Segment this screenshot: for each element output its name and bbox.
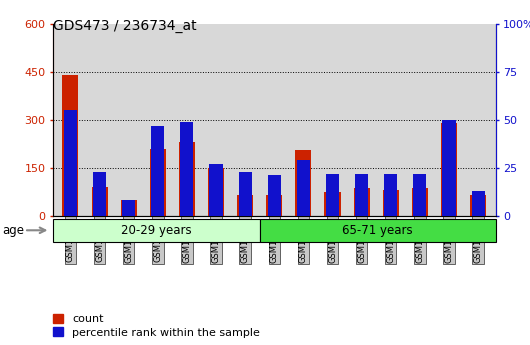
Bar	[295, 150, 312, 216]
Bar	[208, 168, 224, 216]
Bar	[237, 195, 253, 216]
Bar	[260, 219, 496, 242]
Bar	[209, 164, 223, 216]
Bar	[180, 122, 193, 216]
Bar	[324, 192, 340, 216]
Bar	[470, 195, 486, 216]
Bar	[151, 126, 164, 216]
Bar	[238, 171, 252, 216]
Legend: count, percentile rank within the sample: count, percentile rank within the sample	[53, 314, 260, 338]
Bar	[441, 123, 457, 216]
Text: 65-71 years: 65-71 years	[342, 224, 413, 237]
Bar	[354, 188, 369, 216]
Bar	[53, 219, 260, 242]
Bar	[472, 191, 484, 216]
Bar	[266, 195, 282, 216]
Bar	[150, 149, 166, 216]
Bar	[384, 174, 398, 216]
Text: 20-29 years: 20-29 years	[121, 224, 191, 237]
Bar	[179, 142, 195, 216]
Text: GDS473 / 236734_at: GDS473 / 236734_at	[53, 19, 197, 33]
Bar	[355, 174, 368, 216]
Bar	[122, 200, 135, 216]
Bar	[93, 171, 106, 216]
Bar	[268, 175, 281, 216]
Text: age: age	[3, 224, 25, 237]
Bar	[64, 110, 77, 216]
Bar	[63, 75, 78, 216]
Bar	[383, 190, 399, 216]
Bar	[92, 187, 108, 216]
Bar	[412, 188, 428, 216]
Bar	[297, 160, 310, 216]
Bar	[121, 200, 137, 216]
Bar	[443, 120, 455, 216]
Bar	[326, 174, 339, 216]
Bar	[413, 174, 427, 216]
